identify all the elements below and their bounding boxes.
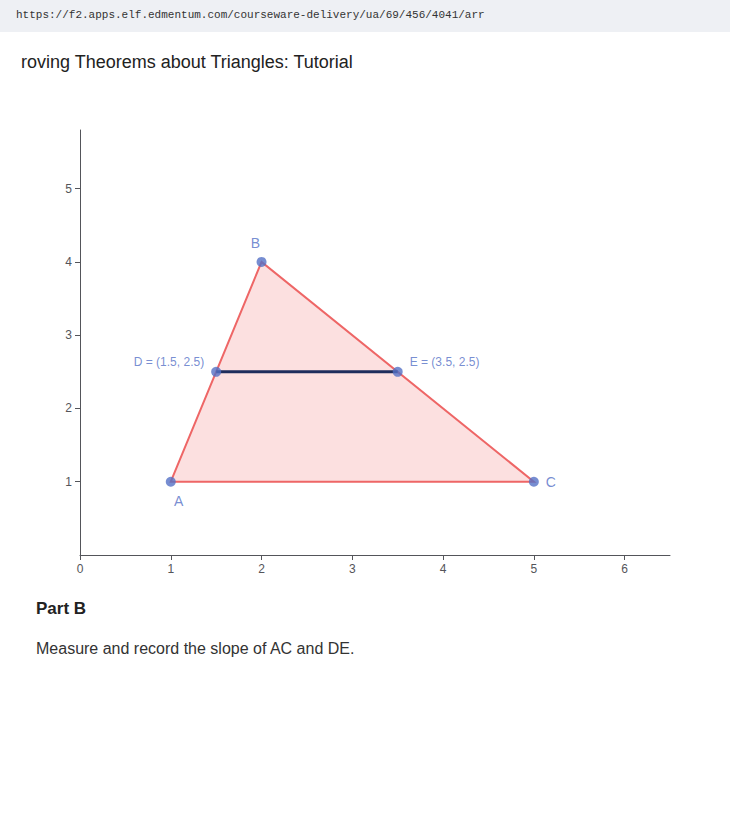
svg-text:roving Theorems about Triangle: roving Theorems about Triangles: Tutoria… xyxy=(21,52,353,72)
svg-text:0: 0 xyxy=(77,562,84,576)
svg-text:2: 2 xyxy=(65,401,72,415)
svg-text:1: 1 xyxy=(65,475,72,489)
svg-text:3: 3 xyxy=(65,328,72,342)
svg-text:5: 5 xyxy=(65,182,72,196)
svg-text:A: A xyxy=(174,493,184,509)
svg-text:E = (3.5, 2.5): E = (3.5, 2.5) xyxy=(410,355,480,369)
svg-text:Part B: Part B xyxy=(36,599,86,618)
svg-text:6: 6 xyxy=(621,562,628,576)
svg-text:https://f2.apps.elf.edmentum.c: https://f2.apps.elf.edmentum.com/coursew… xyxy=(16,9,485,21)
svg-text:D = (1.5, 2.5): D = (1.5, 2.5) xyxy=(134,355,204,369)
svg-text:4: 4 xyxy=(440,562,447,576)
svg-text:1: 1 xyxy=(167,562,174,576)
svg-text:5: 5 xyxy=(531,562,538,576)
svg-text:2: 2 xyxy=(258,562,265,576)
svg-text:4: 4 xyxy=(65,255,72,269)
svg-text:B: B xyxy=(251,235,260,251)
svg-text:3: 3 xyxy=(349,562,356,576)
svg-text:C: C xyxy=(546,474,556,490)
svg-text:Measure and record the slope o: Measure and record the slope of AC and D… xyxy=(36,640,354,657)
